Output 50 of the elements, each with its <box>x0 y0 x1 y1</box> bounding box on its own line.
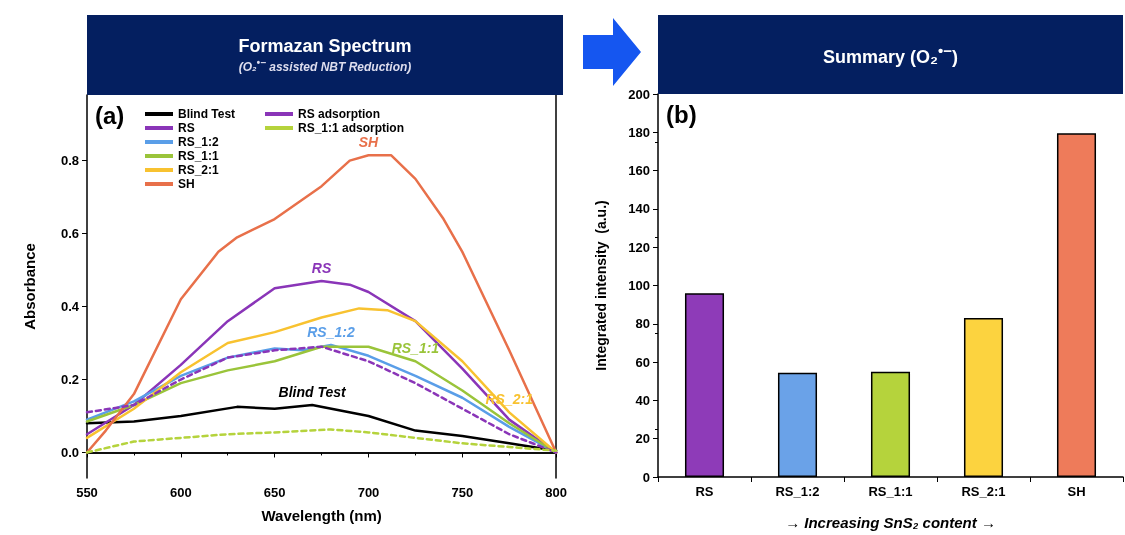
legend-label: RS_2:1 <box>178 163 220 177</box>
x-axis-title: Wavelength (nm) <box>261 507 382 524</box>
y-tick-label: 120 <box>628 239 650 255</box>
y-tick-label: 0.6 <box>60 226 79 242</box>
x-tick-label: RS <box>695 484 714 499</box>
y-axis-title: Integrated intensity (a.u.) <box>593 200 609 371</box>
text: SH <box>358 134 379 151</box>
x-tick-label: 700 <box>357 485 380 500</box>
y-tick-label: 20 <box>635 431 650 447</box>
y-axis-title: Absorbance <box>21 243 38 330</box>
y-tick-label: 60 <box>635 354 650 370</box>
y-tick-label: 180 <box>628 124 650 140</box>
y-tick-label: 0.2 <box>60 372 79 388</box>
legend-label: Blind Test <box>178 107 236 121</box>
text: RS_1:1 <box>391 340 440 357</box>
y-tick-label: 200 <box>628 86 650 102</box>
text: Blind Test <box>278 384 346 401</box>
text: RS_1:2 <box>307 323 355 340</box>
y-tick-label: 0.4 <box>60 299 80 315</box>
y-tick-label: 100 <box>628 278 650 293</box>
x-tick-label: RS_2:1 <box>961 484 1006 499</box>
annotation: (b) <box>666 100 697 128</box>
x-tick-label: 650 <box>263 485 286 500</box>
y-tick-label: 0 <box>642 469 650 485</box>
x-tick-label: 600 <box>169 485 192 500</box>
annotation: (a) <box>95 101 125 129</box>
y-tick-label: 0.8 <box>60 153 79 169</box>
y-tick-label: 160 <box>628 163 650 179</box>
text: RS <box>311 260 332 277</box>
chart-title: Formazan Spectrum <box>238 36 412 57</box>
y-tick-label: 40 <box>635 392 650 408</box>
chart-title: Summary (O₂$^{•−}$) <box>822 41 959 68</box>
y-tick-label: 0.0 <box>60 444 79 460</box>
chart-subtitle: (O₂$^{•−}$ assisted NBT Reduction) <box>238 57 412 74</box>
legend-label: RS_1:2 <box>178 135 220 149</box>
x-tick-label: SH <box>1067 484 1086 499</box>
x-tick-label: RS_1:2 <box>775 484 820 499</box>
legend-label: RS <box>178 121 195 135</box>
x-tick-label: RS_1:1 <box>868 484 913 499</box>
legend-label: RS_1:1 adsorption <box>298 121 405 135</box>
x-tick-label: 550 <box>76 485 98 500</box>
x-tick-label: 800 <box>545 485 568 500</box>
x-tick-label: 750 <box>451 485 474 500</box>
legend-label: RS adsorption <box>298 107 381 121</box>
line-series <box>85 153 558 454</box>
y-tick-label: 140 <box>628 201 650 217</box>
y-tick-label: 80 <box>635 316 650 332</box>
legend-label: RS_1:1 <box>178 149 220 163</box>
x-axis-title: → Increasing SnS₂ content → <box>785 514 996 531</box>
legend-label: SH <box>178 177 195 191</box>
